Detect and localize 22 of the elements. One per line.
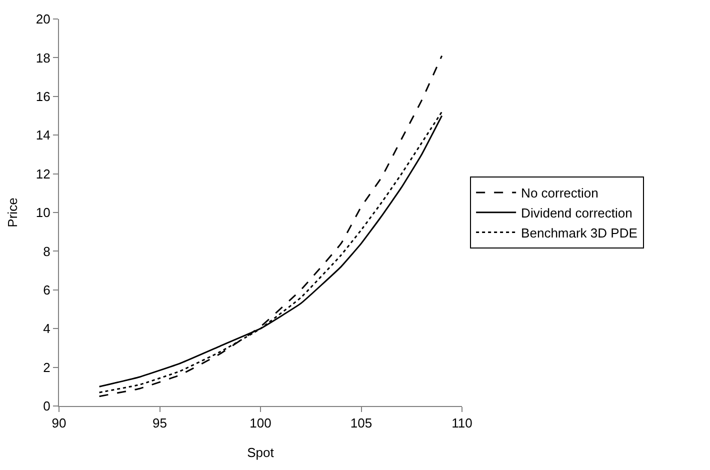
y-tick-label: 14 xyxy=(36,128,50,143)
line-series xyxy=(98,55,443,398)
y-tick-label: 12 xyxy=(36,166,50,182)
x-tick-label: 95 xyxy=(152,416,167,431)
x-tick-label: 105 xyxy=(350,416,372,431)
legend-label: Dividend correction xyxy=(521,205,632,220)
y-tick-label: 0 xyxy=(43,398,50,414)
y-tick-label: 16 xyxy=(36,88,50,104)
legend-label: Benchmark 3D PDE xyxy=(521,225,638,240)
y-axis-title: Price xyxy=(4,198,20,228)
y-tick-label: 2 xyxy=(43,360,50,375)
x-tick-label: 90 xyxy=(52,416,66,431)
x-tick-label: 100 xyxy=(250,416,272,431)
x-axis-title: Spot xyxy=(247,445,274,460)
y-tick-label: 4 xyxy=(43,321,50,336)
y-tick-label: 20 xyxy=(36,12,50,27)
x-tick-label: 110 xyxy=(452,416,472,431)
y-tick-label: 10 xyxy=(36,205,50,220)
y-tick-label: 6 xyxy=(43,282,50,298)
y-tick-label: 18 xyxy=(36,50,50,66)
legend-label: No correction xyxy=(521,186,598,201)
y-tick-label: 8 xyxy=(43,244,50,259)
